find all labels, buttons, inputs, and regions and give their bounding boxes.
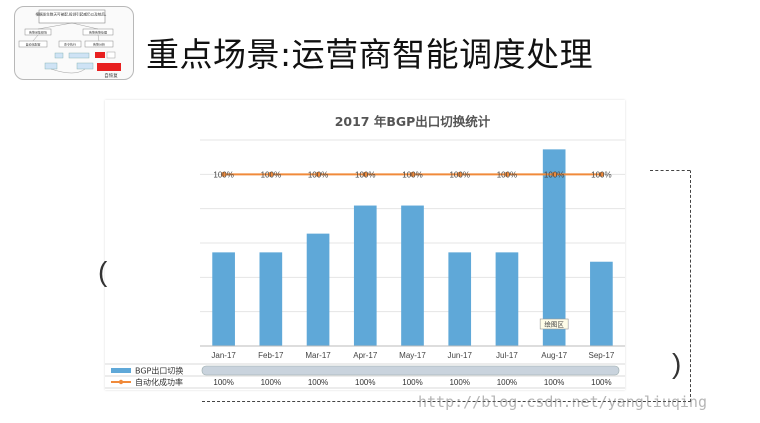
bar [259,252,283,346]
legend-key-bar [111,368,131,373]
line-point [457,171,463,177]
data-label: 100% [449,170,469,179]
line-point [551,171,557,177]
thumb-header: 根据发生数天可被配,投领引起威仍以及统后。 [35,12,108,17]
x-tick-label: Apr-17 [353,351,378,360]
chart-title: 2017 年BGP出口切换统计 [335,114,491,129]
tooltip-box [539,318,569,330]
slide-title: 重点场景:运营商智能调度处理 [146,35,594,74]
dashed-frame-top [650,170,690,171]
table-cell: 100% [355,378,375,387]
table-cell: 100% [544,378,564,387]
watermark: http://blog.csdn.net/yangliuqing [418,393,707,411]
thumb-node: 自动化配置 [25,42,40,47]
table-cell: 100% [402,378,422,387]
thumb-node: 告警告警处理 [89,30,107,35]
bar [590,261,613,346]
x-tick-label: Jun-17 [447,351,472,360]
line-point [598,171,604,177]
x-tick-label: Aug-17 [541,351,567,360]
thumb-caption: 自恢复 [104,72,118,79]
bar [353,205,377,346]
x-tick-label: Jan-17 [211,351,236,360]
bar [448,252,472,346]
thumb-node: 告警采集模块 [29,30,47,35]
line-point [221,171,227,177]
table-cell: 100% [449,378,469,387]
bar [495,252,519,346]
data-label: 100% [355,170,375,179]
data-label: 100% [544,170,564,179]
line-point [410,171,415,177]
thumb-node: 告警分析 [93,42,105,47]
table-band [201,365,620,376]
table-cell: 100% [497,378,517,387]
legend-key-marker [118,379,124,385]
bar [212,252,235,346]
bar [401,205,424,346]
legend-label-bar: BGP出口切换 [135,366,183,376]
bar [542,149,566,346]
paren-left: ( [98,256,108,287]
x-tick-label: Jul-17 [496,351,518,360]
table-cell: 100% [308,378,328,387]
line-point [315,171,321,177]
x-tick-label: May-17 [399,351,426,360]
line-point [362,171,368,177]
chart-container[interactable]: 2017 年BGP出口切换统计0%20%40%60%80%100%120%100… [105,100,653,390]
x-tick-label: Mar-17 [305,351,331,360]
table-cell: 100% [591,378,611,387]
bar [306,233,330,346]
slide-thumbnail[interactable]: 根据发生数天可被配,投领引起威仍以及统后。 告警采集模块 告警告警处理 自动化配… [14,6,134,80]
data-label: 100% [308,170,328,179]
dashed-frame [202,170,691,402]
x-tick-label: Sep-17 [588,351,614,360]
data-label: 100% [213,170,233,179]
tooltip-text: 绘图区 [544,320,564,329]
x-tick-label: Feb-17 [258,351,284,360]
bgp-switch-chart: 2017 年BGP出口切换统计0%20%40%60%80%100%120%100… [105,114,653,389]
thumb-node: 命令执行 [64,42,76,47]
line-point [504,171,510,177]
line-point [268,171,274,177]
paren-right: ) [672,348,682,379]
data-label: 100% [402,170,422,179]
table-cell: 100% [261,378,281,387]
legend-label-line: 自动化成功率 [135,377,183,387]
data-label: 100% [261,170,281,179]
table-cell: 100% [213,378,233,387]
thumbnail-diagram: 根据发生数天可被配,投领引起威仍以及统后。 告警采集模块 告警告警处理 自动化配… [18,9,121,79]
data-label: 100% [497,170,517,179]
data-label: 100% [591,170,611,179]
